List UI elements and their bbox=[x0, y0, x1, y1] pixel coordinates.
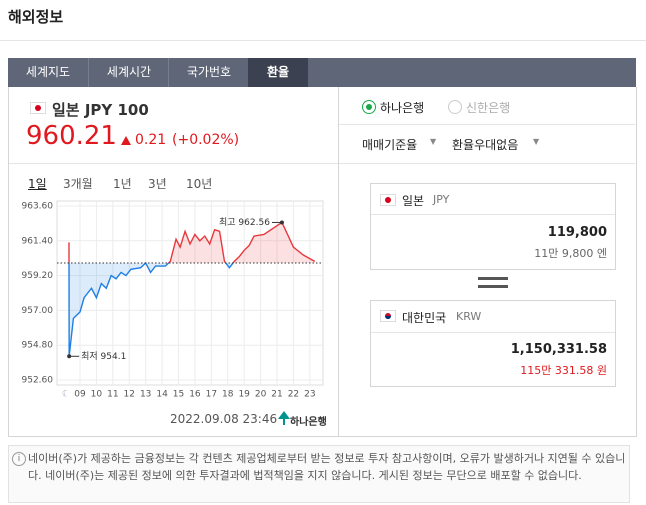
source: 하나은행 bbox=[290, 417, 327, 428]
annotation-label: 최저 954.1 bbox=[81, 351, 126, 362]
country: 대한민국 bbox=[402, 311, 447, 325]
notice-box bbox=[8, 445, 630, 503]
divider bbox=[339, 124, 635, 125]
converter-box bbox=[370, 183, 616, 270]
dropdown-arrow: ▼ bbox=[533, 137, 540, 146]
period[interactable]: 1년 bbox=[113, 177, 132, 191]
bank-logo bbox=[278, 410, 290, 425]
area-down bbox=[68, 262, 315, 357]
radio[interactable] bbox=[362, 100, 376, 114]
radio[interactable] bbox=[448, 100, 462, 114]
y-tick-label: 952.60 bbox=[22, 376, 54, 386]
plot-frame bbox=[56, 200, 324, 386]
tab-bar bbox=[8, 58, 636, 87]
period[interactable]: 3년 bbox=[148, 177, 167, 191]
x-tick-label: 12 bbox=[124, 390, 135, 400]
x-tick-label: 20 bbox=[255, 390, 267, 400]
chart: ☾ 963.60 961.40 959.20 957.00 954.80 952.60 09… bbox=[22, 200, 324, 400]
x-tick-label: 21 bbox=[271, 390, 282, 400]
panel bbox=[8, 87, 637, 437]
x-tick-label: 23 bbox=[304, 390, 315, 400]
y-tick-label: 961.40 bbox=[22, 236, 54, 246]
disclaimer: 네이버(주)가 제공하는 금융정보는 각 컨텐츠 제공업체로부터 받는 정보로 … bbox=[28, 452, 626, 482]
tab[interactable]: 세계지도 bbox=[25, 65, 71, 79]
up-icon bbox=[121, 136, 131, 145]
divider bbox=[339, 163, 635, 164]
change-pct: (+0.02%) bbox=[172, 132, 240, 148]
flag-icon bbox=[380, 194, 396, 206]
divider bbox=[9, 163, 338, 164]
flag-icon bbox=[380, 310, 396, 322]
line-up bbox=[68, 221, 316, 263]
dropdown-arrow: ▼ bbox=[430, 137, 437, 146]
annotation-label: 최고 962.56 bbox=[219, 217, 270, 228]
amount[interactable]: 1,150,331.58 bbox=[510, 342, 607, 357]
x-tick-label: 14 bbox=[156, 390, 168, 400]
divider bbox=[0, 40, 646, 41]
x-tick-label: 09 bbox=[74, 390, 86, 400]
change: 0.21 bbox=[135, 132, 167, 148]
reading: 11만 9,800 엔 bbox=[534, 247, 607, 260]
night-icon: ☾ bbox=[62, 390, 70, 400]
x-tick-label: 16 bbox=[189, 390, 201, 400]
flag-icon bbox=[30, 102, 46, 114]
x-tick-label: 15 bbox=[173, 390, 184, 400]
period[interactable]: 10년 bbox=[186, 177, 213, 191]
tab[interactable]: 국가번호 bbox=[168, 58, 249, 87]
currency-name: 일본 JPY 100 bbox=[52, 101, 149, 119]
line-down bbox=[68, 262, 234, 357]
x-tick-label: 19 bbox=[238, 390, 250, 400]
divider bbox=[371, 332, 615, 333]
timestamp: 2022.09.08 23:46 bbox=[170, 412, 278, 426]
period[interactable]: 1일 bbox=[28, 177, 47, 191]
country: 일본 bbox=[402, 194, 425, 208]
equals-icon bbox=[478, 285, 508, 288]
converter-box bbox=[370, 300, 616, 387]
page-title: 해외정보 bbox=[8, 8, 64, 26]
tab[interactable]: 세계시간 bbox=[88, 58, 169, 87]
divider bbox=[338, 87, 339, 437]
tab[interactable]: 환율 bbox=[266, 65, 290, 79]
code: KRW bbox=[456, 310, 482, 323]
x-tick-label: 22 bbox=[288, 390, 299, 400]
equals-icon bbox=[478, 277, 508, 280]
x-tick-label: 18 bbox=[222, 390, 234, 400]
rate: 960.21 bbox=[26, 121, 117, 151]
x-tick-label: 10 bbox=[91, 390, 103, 400]
y-tick-label: 957.00 bbox=[22, 306, 54, 316]
dropdown[interactable]: 환율우대없음 bbox=[452, 138, 519, 152]
code: JPY bbox=[433, 193, 450, 206]
y-tick-label: 963.60 bbox=[22, 202, 54, 212]
divider bbox=[371, 214, 615, 215]
y-tick-label: 959.20 bbox=[22, 271, 54, 281]
dropdown[interactable]: 매매기준율 bbox=[362, 138, 418, 152]
info-icon: i bbox=[12, 452, 26, 466]
y-tick-label: 954.80 bbox=[22, 341, 54, 351]
bank-option[interactable]: 하나은행 bbox=[380, 101, 425, 115]
active-tab-bg bbox=[248, 58, 308, 87]
area-up bbox=[68, 222, 315, 263]
bank-option[interactable]: 신한은행 bbox=[466, 101, 511, 115]
amount[interactable]: 119,800 bbox=[547, 225, 607, 240]
reading: 115만 331.58 원 bbox=[520, 364, 607, 377]
x-tick-label: 17 bbox=[206, 390, 217, 400]
x-tick-label: 11 bbox=[107, 390, 118, 400]
period[interactable]: 3개월 bbox=[63, 177, 93, 191]
x-tick-label: 13 bbox=[140, 390, 151, 400]
